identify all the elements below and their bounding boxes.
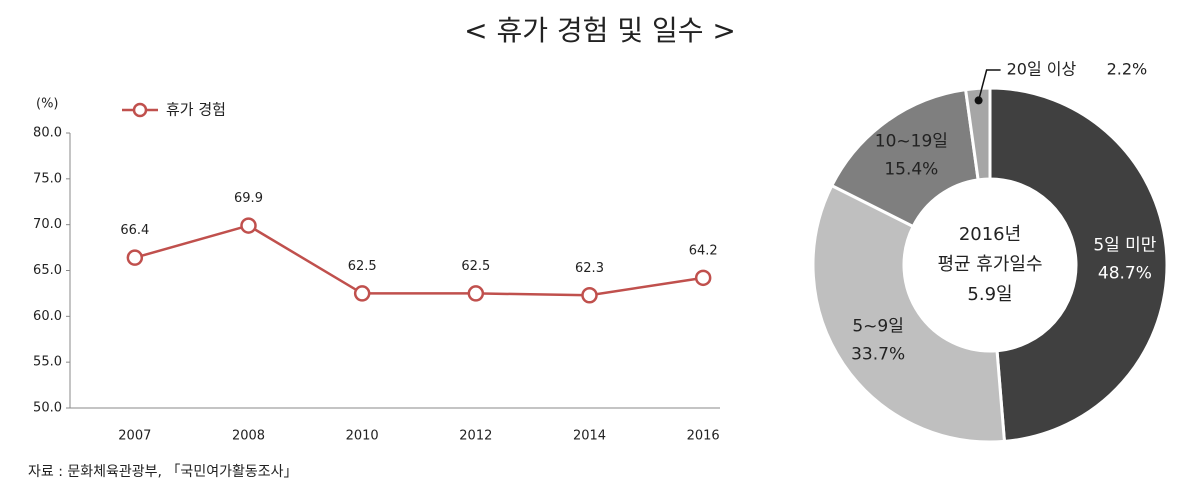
data-point [581,287,598,304]
slice-value: 2.2% [1107,60,1148,79]
x-tick-label: 2012 [459,429,492,444]
source-note: 자료 : 문화체육관광부, 「국민여가활동조사」 [28,464,297,480]
legend-label: 휴가 경험 [166,101,226,119]
y-tick-label: 55.0 [33,355,62,370]
donut-slice [988,86,1169,444]
data-label: 69.9 [234,191,263,206]
donut-slice [829,87,980,229]
data-point [126,249,144,266]
donut-slice [811,183,1007,444]
x-tick-label: 2007 [118,429,151,444]
y-tick-label: 60.0 [33,309,62,324]
page-title: < 휴가 경험 및 일수 > [464,14,736,47]
slice-value: 48.7% [1098,263,1152,283]
center-text: 평균 휴가일수 [937,254,1042,275]
data-label: 66.4 [120,223,149,238]
y-tick-label: 75.0 [33,171,62,186]
slice-category: 20일 이상 [1007,60,1077,79]
data-label: 62.3 [575,261,604,276]
data-point [694,269,712,287]
series-line [134,224,704,297]
center-text: 5.9일 [967,284,1012,305]
slice-category: 5일 미만 [1093,235,1156,255]
leader-line [977,69,1001,101]
x-tick-label: 2014 [573,429,606,444]
data-point [240,217,257,234]
data-label: 62.5 [348,259,377,274]
y-tick-label: 65.0 [33,263,62,278]
y-tick-label: 80.0 [33,126,62,141]
donut-slice [963,86,992,182]
slice-value: 15.4% [884,159,938,179]
slice-category: 5~9일 [852,317,904,337]
y-tick-label: 50.0 [33,401,62,416]
legend-marker [132,102,148,118]
y-tick-label: 70.0 [33,217,62,232]
y-unit: (%) [36,97,59,112]
data-label: 64.2 [689,243,718,258]
x-tick-label: 2008 [232,429,265,444]
slice-value: 33.7% [851,345,905,365]
x-tick-label: 2010 [346,429,379,444]
data-label: 62.5 [461,259,490,274]
slice-category: 10~19일 [875,131,948,151]
data-point [467,285,485,302]
data-point [353,285,371,302]
x-tick-label: 2016 [687,429,720,444]
center-text: 2016년 [959,224,1021,245]
